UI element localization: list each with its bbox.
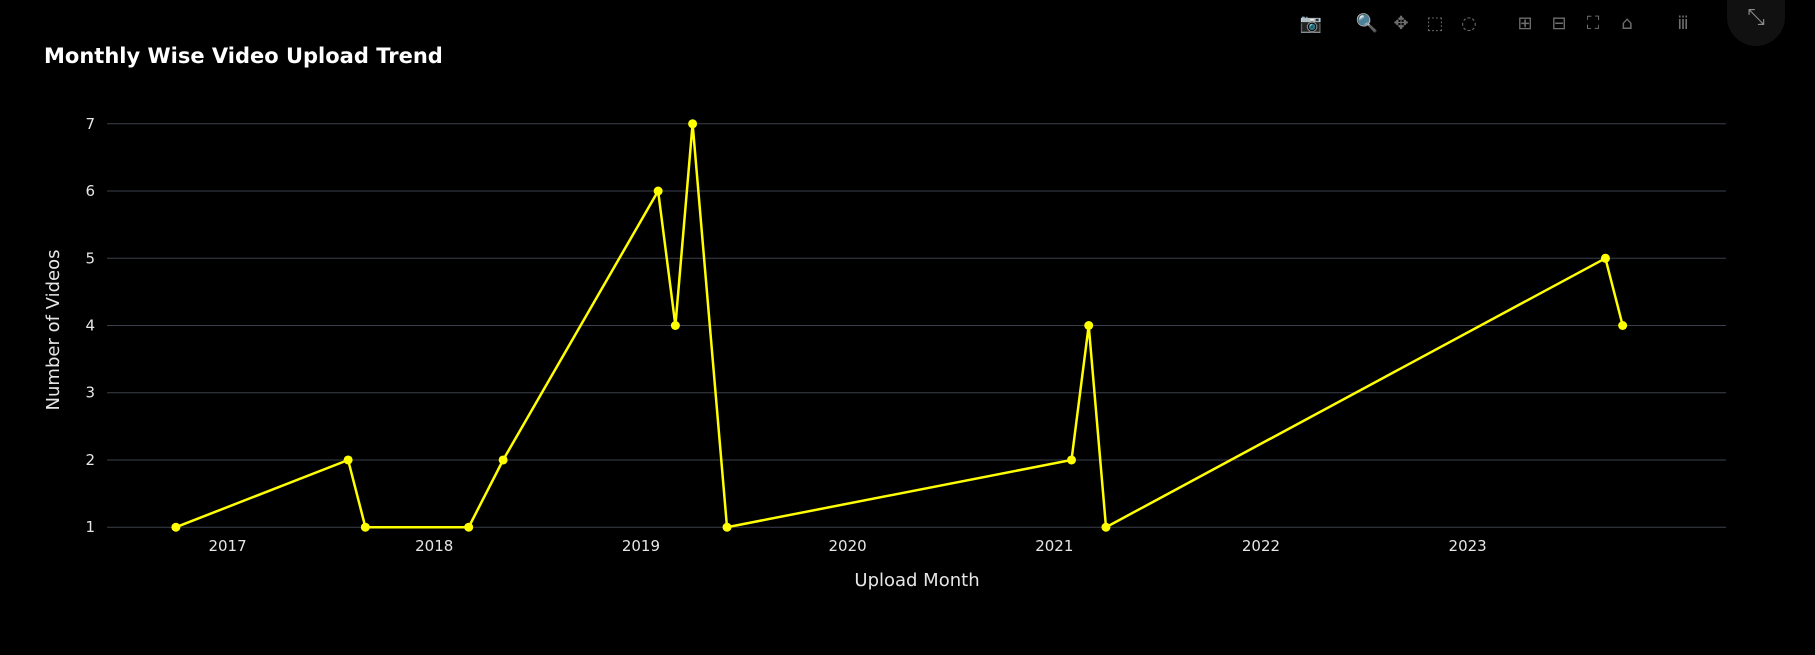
data-point[interactable]: [722, 522, 732, 532]
series-line: [175, 123, 1624, 530]
data-point[interactable]: [1084, 321, 1094, 330]
camera-icon[interactable]: 📷: [1299, 13, 1323, 34]
x-tick-label: 2022: [1242, 537, 1280, 555]
y-tick-label: 3: [85, 384, 95, 402]
zoom-icon[interactable]: 🔍: [1355, 13, 1379, 34]
data-point[interactable]: [498, 455, 508, 465]
zoom-in-icon[interactable]: ⊞: [1517, 13, 1533, 34]
data-point[interactable]: [1618, 321, 1628, 330]
chart-title: Monthly Wise Video Upload Trend: [44, 44, 443, 68]
plotly-logo-icon[interactable]: ⅲ: [1677, 13, 1689, 34]
y-tick-label: 2: [85, 451, 95, 469]
home-icon[interactable]: ⌂: [1621, 13, 1633, 34]
x-tick-label: 2021: [1035, 537, 1073, 555]
data-point[interactable]: [653, 186, 663, 196]
y-axis-label: Number of Videos: [43, 250, 64, 411]
y-tick-label: 1: [85, 518, 95, 536]
expand-icon[interactable]: ⤡: [1727, 0, 1785, 46]
y-tick-labels: 1 2 3 4 5 6 7: [85, 115, 95, 536]
modebar: 📷 🔍 ✥ ⬚ ◌ ⊞ ⊟ ⛶ ⌂ ⅲ: [1299, 12, 1695, 36]
y-tick-label: 4: [85, 317, 95, 335]
zoom-out-icon[interactable]: ⊟: [1551, 13, 1567, 34]
data-point[interactable]: [688, 119, 698, 129]
x-tick-labels: 2017 2018 2019 2020 2021 2022 2023: [208, 537, 1486, 555]
x-tick-label: 2017: [208, 537, 246, 555]
data-point[interactable]: [464, 522, 474, 532]
data-point[interactable]: [171, 522, 181, 532]
lasso-icon[interactable]: ◌: [1461, 13, 1477, 34]
y-tick-label: 6: [85, 182, 95, 200]
box-select-icon[interactable]: ⬚: [1426, 13, 1444, 34]
x-tick-label: 2019: [622, 537, 660, 555]
data-point[interactable]: [343, 455, 353, 465]
data-point[interactable]: [670, 321, 680, 330]
data-points: [171, 119, 1628, 532]
y-tick-label: 7: [85, 115, 95, 133]
x-tick-label: 2023: [1449, 537, 1487, 555]
pan-icon[interactable]: ✥: [1393, 13, 1409, 34]
data-point[interactable]: [1101, 522, 1111, 532]
data-point[interactable]: [360, 522, 370, 532]
data-point[interactable]: [1067, 455, 1077, 465]
data-point[interactable]: [1600, 253, 1610, 263]
x-tick-label: 2020: [829, 537, 867, 555]
autoscale-icon[interactable]: ⛶: [1586, 13, 1600, 34]
x-axis-label: Upload Month: [854, 570, 979, 591]
y-tick-label: 5: [85, 249, 95, 267]
x-tick-label: 2018: [415, 537, 453, 555]
